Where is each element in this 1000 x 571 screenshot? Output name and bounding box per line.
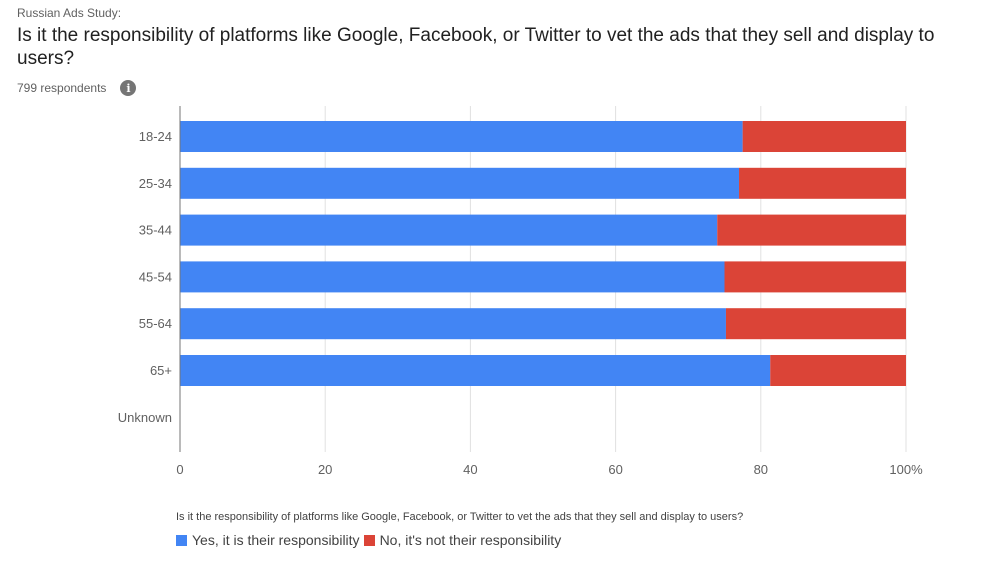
respondents-row: 799 respondents i — [17, 80, 137, 96]
chart-title: Is it the responsibility of platforms li… — [17, 25, 935, 69]
bar-no — [717, 214, 906, 246]
x-tick-label: 40 — [463, 462, 477, 477]
respondents-count: 799 respondents — [17, 81, 107, 95]
x-tick-label: 60 — [608, 462, 622, 477]
y-tick-label: 55-64 — [139, 316, 172, 331]
y-tick-label: Unknown — [118, 410, 172, 425]
bar-yes — [180, 214, 718, 246]
bar-no — [724, 261, 906, 293]
bar-no — [725, 308, 906, 340]
bar-yes — [180, 355, 771, 386]
legend: Yes, it is their responsibility No, it's… — [176, 532, 565, 548]
bar-no — [770, 355, 906, 386]
legend-item-no[interactable]: No, it's not their responsibility — [363, 532, 562, 548]
legend-label-no: No, it's not their responsibility — [379, 532, 562, 548]
legend-title: Is it the responsibility of platforms li… — [176, 511, 744, 523]
legend-swatch-yes — [176, 534, 187, 546]
bar-no — [742, 121, 906, 152]
bar-no — [739, 167, 906, 199]
legend-label-yes: Yes, it is their responsibility — [192, 532, 360, 548]
chart-supertitle: Russian Ads Study: — [17, 6, 122, 20]
bar-yes — [180, 308, 726, 340]
y-tick-label: 35-44 — [139, 223, 172, 238]
y-tick-label: 45-54 — [139, 269, 172, 284]
bar-yes — [180, 261, 725, 293]
y-tick-label: 18-24 — [139, 129, 172, 144]
info-icon[interactable]: i — [120, 80, 137, 96]
y-tick-label: 25-34 — [139, 176, 172, 191]
legend-swatch-no — [363, 534, 375, 546]
y-tick-label: 65+ — [150, 363, 172, 378]
bar-yes — [180, 167, 740, 199]
x-tick-label: 20 — [318, 462, 332, 477]
x-tick-label: 0 — [176, 462, 183, 477]
x-tick-label: 80 — [754, 462, 768, 477]
legend-item-yes[interactable]: Yes, it is their responsibility — [176, 532, 360, 548]
x-tick-label: 100% — [889, 462, 923, 477]
bar-yes — [180, 121, 743, 152]
